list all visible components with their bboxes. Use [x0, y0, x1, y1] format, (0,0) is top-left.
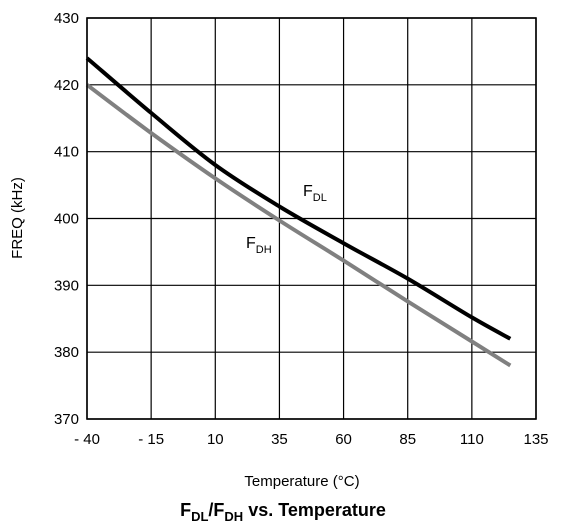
x-tick-labels: - 40 - 15 10 35 60 85 110 135 [74, 431, 548, 448]
y-tick-label: 420 [54, 77, 79, 94]
y-tick-label: 380 [54, 344, 79, 361]
y-tick-label: 400 [54, 211, 79, 228]
y-axis-title: FREQ (kHz) [9, 177, 26, 259]
figure-caption: FDL/FDH vs. Temperature [180, 500, 386, 524]
y-tick-label: 430 [54, 10, 79, 27]
x-tick-label: - 15 [138, 431, 164, 448]
x-tick-label: 60 [335, 431, 352, 448]
x-tick-label: 110 [460, 431, 484, 448]
series-line-fdl [85, 56, 512, 341]
y-tick-label: 390 [54, 277, 79, 294]
series-label-fdl: FDL [303, 183, 327, 204]
series-layer [85, 56, 512, 368]
x-tick-label: 85 [399, 431, 416, 448]
x-tick-label: 10 [207, 431, 224, 448]
y-tick-label: 410 [54, 144, 79, 161]
series-line-fdh [85, 83, 512, 368]
plot-frame [86, 17, 537, 420]
x-tick-label: 135 [523, 431, 548, 448]
y-tick-label: 370 [54, 411, 79, 428]
series-label-fdh: FDH [246, 235, 272, 256]
x-tick-label: 35 [271, 431, 288, 448]
x-tick-label: - 40 [74, 431, 100, 448]
x-axis-title: Temperature (°C) [244, 473, 359, 490]
grid [86, 17, 537, 420]
y-tick-labels: 370 380 390 400 410 420 430 [54, 10, 79, 428]
